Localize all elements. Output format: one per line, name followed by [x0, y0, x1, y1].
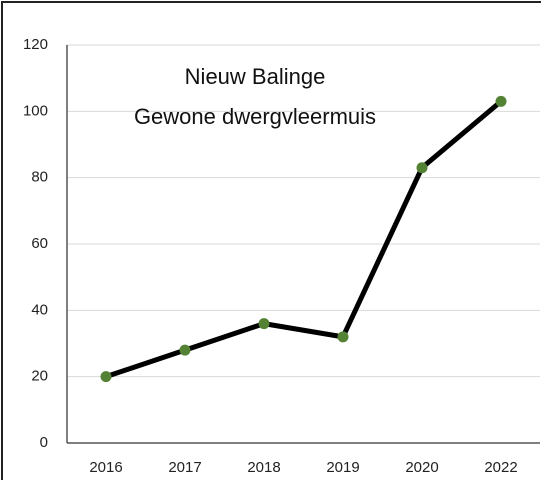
y-tick-label: 80 — [31, 169, 48, 186]
x-tick-label: 2018 — [247, 459, 280, 476]
y-tick-label: 40 — [31, 301, 48, 318]
chart-title: Nieuw Balinge — [185, 64, 326, 89]
x-tick-label: 2022 — [484, 459, 517, 476]
y-tick-label: 120 — [23, 36, 48, 53]
x-tick-label: 2019 — [326, 459, 359, 476]
data-point — [495, 95, 507, 107]
y-tick-label: 60 — [31, 235, 48, 252]
y-tick-label: 20 — [31, 368, 48, 385]
data-point — [179, 344, 191, 356]
x-tick-label: 2020 — [405, 459, 438, 476]
y-tick-label: 0 — [40, 434, 48, 451]
data-point — [416, 162, 428, 174]
x-tick-label: 2017 — [168, 459, 201, 476]
x-tick-label: 2016 — [89, 459, 122, 476]
series-line — [105, 99, 503, 380]
data-point — [337, 331, 349, 343]
data-point — [100, 371, 112, 383]
chart-subtitle: Gewone dwergvleermuis — [134, 104, 376, 129]
y-tick-label: 100 — [23, 102, 48, 119]
data-point — [258, 318, 270, 330]
